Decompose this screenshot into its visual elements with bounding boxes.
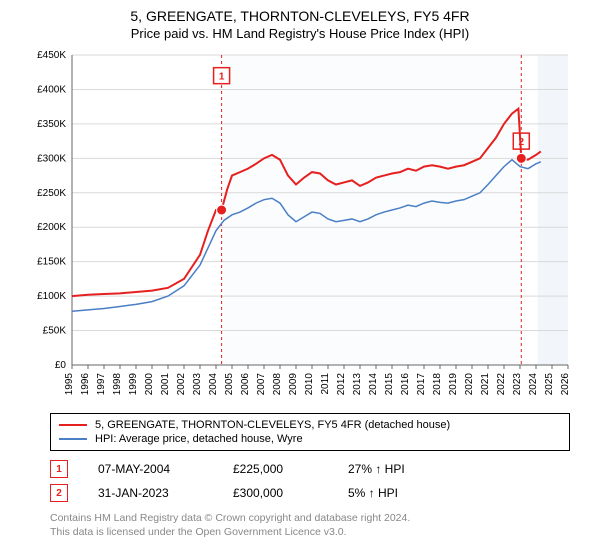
svg-text:2026: 2026 bbox=[560, 373, 571, 396]
footer-line: This data is licensed under the Open Gov… bbox=[50, 525, 570, 539]
svg-text:2011: 2011 bbox=[320, 373, 331, 395]
svg-text:2015: 2015 bbox=[384, 373, 395, 396]
chart-svg: £0 £50K £100K £150K £200K £250K £300K £350K £400… bbox=[20, 45, 580, 405]
legend-item: 5, GREENGATE, THORNTON-CLEVELEYS, FY5 4F… bbox=[59, 418, 561, 432]
marker-delta: 5% ↑ HPI bbox=[348, 486, 433, 500]
svg-text:2014: 2014 bbox=[368, 373, 379, 396]
chart: £0 £50K £100K £150K £200K £250K £300K £350K £400… bbox=[20, 45, 580, 405]
svg-text:2016: 2016 bbox=[400, 373, 411, 396]
legend: 5, GREENGATE, THORNTON-CLEVELEYS, FY5 4F… bbox=[50, 413, 570, 451]
svg-text:£300K: £300K bbox=[37, 153, 66, 164]
svg-text:2004: 2004 bbox=[208, 373, 219, 396]
table-row: 2 31-JAN-2023 £300,000 5% ↑ HPI bbox=[50, 481, 570, 505]
marker-price: £225,000 bbox=[233, 462, 318, 476]
marker-delta: 27% ↑ HPI bbox=[348, 462, 433, 476]
svg-text:2007: 2007 bbox=[256, 373, 267, 396]
svg-text:2022: 2022 bbox=[496, 373, 507, 396]
svg-text:1996: 1996 bbox=[80, 373, 91, 396]
svg-text:£100K: £100K bbox=[37, 291, 66, 302]
svg-text:2009: 2009 bbox=[288, 373, 299, 396]
titles: 5, GREENGATE, THORNTON-CLEVELEYS, FY5 4F… bbox=[0, 0, 600, 45]
svg-text:£50K: £50K bbox=[43, 326, 67, 337]
legend-swatch-icon bbox=[59, 438, 87, 440]
svg-text:2019: 2019 bbox=[448, 373, 459, 396]
svg-text:2006: 2006 bbox=[240, 373, 251, 396]
svg-text:2003: 2003 bbox=[192, 373, 203, 396]
footer-line: Contains HM Land Registry data © Crown c… bbox=[50, 511, 570, 525]
marker-date: 31-JAN-2023 bbox=[98, 486, 203, 500]
marker-date: 07-MAY-2004 bbox=[98, 462, 203, 476]
legend-item: HPI: Average price, detached house, Wyre bbox=[59, 432, 561, 446]
svg-text:2002: 2002 bbox=[176, 373, 187, 396]
footer: Contains HM Land Registry data © Crown c… bbox=[50, 511, 570, 539]
svg-text:1: 1 bbox=[219, 72, 225, 83]
svg-text:1995: 1995 bbox=[64, 373, 75, 396]
svg-text:£200K: £200K bbox=[37, 222, 66, 233]
svg-text:1998: 1998 bbox=[112, 373, 123, 396]
markers-table: 1 07-MAY-2004 £225,000 27% ↑ HPI 2 31-JA… bbox=[50, 457, 570, 505]
legend-swatch-icon bbox=[59, 424, 87, 426]
svg-text:1997: 1997 bbox=[96, 373, 107, 396]
svg-text:2024: 2024 bbox=[528, 373, 539, 396]
svg-text:2013: 2013 bbox=[352, 373, 363, 396]
svg-text:£400K: £400K bbox=[37, 84, 66, 95]
svg-text:2021: 2021 bbox=[480, 373, 491, 396]
svg-text:2018: 2018 bbox=[432, 373, 443, 396]
svg-text:2017: 2017 bbox=[416, 373, 427, 396]
marker-badge: 2 bbox=[50, 484, 68, 502]
chart-container: 5, GREENGATE, THORNTON-CLEVELEYS, FY5 4F… bbox=[0, 0, 600, 539]
legend-label: 5, GREENGATE, THORNTON-CLEVELEYS, FY5 4F… bbox=[95, 419, 450, 431]
svg-text:£450K: £450K bbox=[37, 50, 66, 61]
svg-text:£0: £0 bbox=[55, 360, 67, 371]
svg-text:2005: 2005 bbox=[224, 373, 235, 396]
svg-text:£350K: £350K bbox=[37, 119, 66, 130]
svg-text:2020: 2020 bbox=[464, 373, 475, 396]
page-subtitle: Price paid vs. HM Land Registry's House … bbox=[0, 26, 600, 41]
table-row: 1 07-MAY-2004 £225,000 27% ↑ HPI bbox=[50, 457, 570, 481]
svg-text:2010: 2010 bbox=[304, 373, 315, 396]
legend-label: HPI: Average price, detached house, Wyre bbox=[95, 433, 303, 445]
svg-text:£250K: £250K bbox=[37, 188, 66, 199]
svg-text:1999: 1999 bbox=[128, 373, 139, 396]
svg-text:2012: 2012 bbox=[336, 373, 347, 396]
svg-text:2025: 2025 bbox=[544, 373, 555, 396]
page-title: 5, GREENGATE, THORNTON-CLEVELEYS, FY5 4F… bbox=[0, 8, 600, 24]
svg-text:£150K: £150K bbox=[37, 257, 66, 268]
svg-text:2001: 2001 bbox=[160, 373, 171, 396]
svg-text:2023: 2023 bbox=[512, 373, 523, 396]
marker-price: £300,000 bbox=[233, 486, 318, 500]
svg-text:2008: 2008 bbox=[272, 373, 283, 396]
svg-text:2000: 2000 bbox=[144, 373, 155, 396]
marker-badge: 1 bbox=[50, 460, 68, 478]
